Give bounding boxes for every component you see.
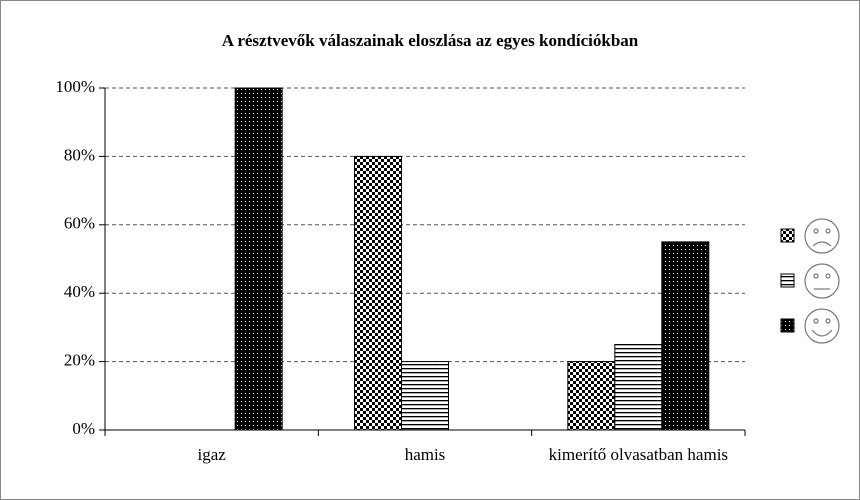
bar	[567, 361, 616, 431]
bar	[234, 87, 283, 431]
chart-title: A résztvevők válaszainak eloszlása az eg…	[222, 31, 639, 50]
y-tick-label: 40%	[64, 282, 95, 301]
y-tick-label: 60%	[64, 214, 95, 233]
legend-swatch	[780, 273, 795, 288]
face-sad	[804, 218, 840, 254]
y-tick-label: 80%	[64, 145, 95, 164]
bar	[614, 344, 663, 431]
bar	[401, 361, 449, 431]
legend-faces	[804, 218, 840, 344]
x-tick-label: kimerítő olvasatban hamis	[548, 445, 729, 464]
y-tick-label: 20%	[64, 351, 95, 370]
x-tick-label: hamis	[404, 445, 446, 464]
y-tick-label: 100%	[55, 77, 95, 96]
bar	[661, 241, 710, 431]
x-tick-label: igaz	[197, 445, 226, 464]
bar	[354, 155, 402, 431]
legend-swatch	[780, 318, 795, 333]
face-happy	[804, 308, 840, 344]
legend-swatch	[780, 228, 795, 243]
face-neutral	[804, 263, 840, 299]
y-tick-label: 0%	[72, 419, 95, 438]
